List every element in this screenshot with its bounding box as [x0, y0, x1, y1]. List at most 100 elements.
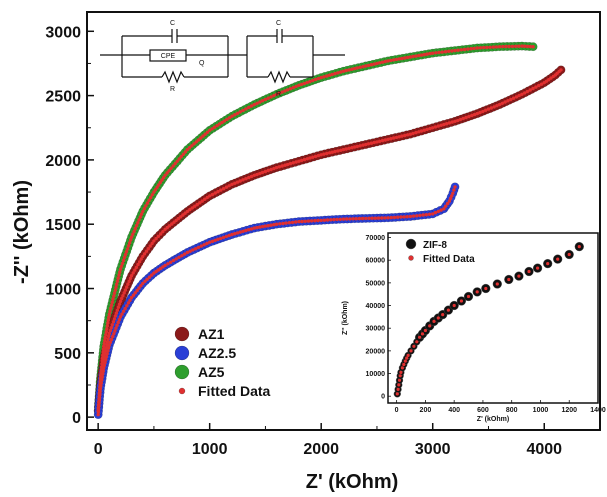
- fitted-point: [99, 381, 104, 385]
- fitted-point: [269, 167, 273, 172]
- fitted-point: [408, 132, 413, 136]
- fitted-point: [167, 224, 172, 228]
- fitted-point: [397, 135, 401, 139]
- y-tick-label: 500: [54, 346, 81, 363]
- fitted-point: [190, 144, 194, 148]
- fitted-point: [559, 68, 563, 72]
- fitted-point: [439, 208, 443, 212]
- fitted-point: [300, 158, 304, 163]
- fitted-point: [300, 82, 304, 87]
- fitted-point: [241, 178, 245, 182]
- fitted-point: [355, 66, 360, 70]
- fitted-point: [364, 142, 368, 147]
- inset-fitted-point: [446, 308, 450, 312]
- fitted-point: [327, 73, 332, 77]
- fitted-point: [113, 288, 118, 292]
- fitted-point: [405, 215, 409, 219]
- inset-fitted-point: [546, 262, 550, 266]
- fitted-point: [338, 217, 342, 221]
- fitted-point: [171, 258, 176, 263]
- inset-fitted-point: [495, 282, 499, 286]
- inset-legend-marker: [408, 255, 414, 261]
- fitted-point: [341, 69, 346, 73]
- fitted-point: [445, 201, 450, 206]
- fitted-point: [348, 217, 352, 221]
- fitted-point: [139, 257, 143, 261]
- fitted-point: [442, 122, 446, 127]
- fitted-point: [113, 329, 117, 333]
- fitted-point: [354, 217, 358, 221]
- fitted-point: [196, 138, 201, 142]
- fitted-point: [414, 54, 418, 58]
- fitted-point: [336, 149, 340, 153]
- fitted-point: [464, 115, 468, 120]
- fitted-point: [122, 291, 126, 295]
- fitted-point: [394, 57, 399, 62]
- fitted-point: [230, 232, 234, 237]
- fitted-point: [185, 250, 190, 255]
- fitted-point: [149, 195, 153, 200]
- fitted-point: [135, 288, 139, 293]
- fitted-point: [138, 215, 142, 219]
- y-tick-label: 2500: [45, 89, 81, 106]
- fitted-point: [244, 177, 248, 181]
- fitted-point: [213, 191, 217, 195]
- inset-fitted-point: [418, 335, 422, 339]
- inset-fitted-point: [517, 274, 521, 278]
- fitted-point: [339, 70, 343, 74]
- fitted-point: [108, 328, 113, 333]
- inset-fitted-point: [441, 313, 445, 317]
- fitted-point: [183, 150, 187, 154]
- fitted-point: [173, 161, 177, 166]
- fitted-point: [428, 126, 432, 131]
- fitted-point: [392, 58, 396, 62]
- fitted-point: [297, 159, 301, 163]
- inset-fitted-point: [395, 392, 399, 396]
- fitted-point: [230, 182, 234, 186]
- fitted-point: [294, 220, 298, 224]
- fitted-point: [481, 109, 485, 114]
- fitted-point: [233, 232, 237, 236]
- fitted-point: [492, 105, 496, 109]
- fitted-point: [450, 194, 454, 198]
- circuit-labels: C CPE Q R C R: [161, 20, 281, 98]
- fitted-point: [339, 148, 343, 152]
- fitted-point: [350, 67, 354, 71]
- fitted-point: [504, 44, 508, 49]
- fitted-point: [539, 82, 544, 86]
- inset-y-tick-label: 60000: [366, 258, 386, 265]
- fitted-point: [185, 209, 190, 214]
- fitted-point: [372, 62, 376, 66]
- fitted-point: [322, 218, 327, 222]
- fitted-point: [219, 188, 223, 192]
- fitted-point: [187, 146, 192, 150]
- fitted-point: [453, 119, 457, 124]
- fitted-point: [97, 404, 101, 408]
- fitted-point: [445, 122, 449, 126]
- fitted-point: [106, 321, 110, 325]
- x-tick-label: 2000: [303, 441, 339, 458]
- fitted-point: [428, 51, 432, 56]
- fitted-point: [118, 299, 123, 304]
- fitted-point: [380, 138, 385, 143]
- fitted-point: [124, 250, 129, 254]
- fitted-point: [422, 128, 427, 132]
- fitted-point: [233, 181, 237, 185]
- fitted-point: [252, 173, 256, 177]
- series-az2-5: [93, 182, 460, 419]
- fitted-point: [520, 44, 524, 48]
- inset-frame: [387, 232, 599, 404]
- inset-fitted-point: [507, 277, 511, 282]
- fitted-point: [467, 114, 471, 119]
- inset-fitted-point: [412, 344, 416, 348]
- fitted-point: [115, 323, 119, 327]
- fitted-point: [286, 88, 290, 92]
- fitted-point: [380, 60, 385, 64]
- fitted-point: [105, 340, 110, 344]
- fitted-point: [109, 337, 114, 342]
- circuit-right-r-label: R: [276, 91, 281, 98]
- fitted-point: [308, 156, 312, 160]
- fitted-point: [158, 232, 163, 236]
- fitted-point: [188, 207, 192, 212]
- fitted-point: [488, 45, 492, 49]
